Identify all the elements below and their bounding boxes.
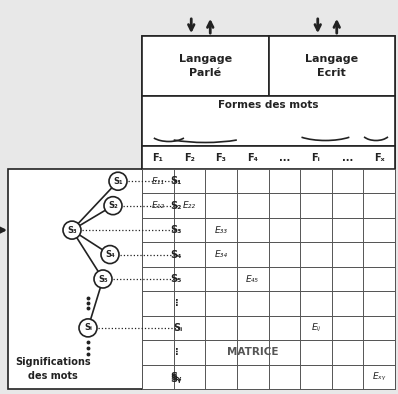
Text: S₂: S₂ <box>108 201 118 210</box>
Bar <box>142 36 269 96</box>
Text: E₃₃: E₃₃ <box>215 226 228 234</box>
Text: Sᵧ: Sᵧ <box>171 374 182 384</box>
Text: ...: ... <box>342 152 353 162</box>
Circle shape <box>94 270 112 288</box>
Text: Eᵢⱼ: Eᵢⱼ <box>312 323 320 333</box>
Text: F₁: F₁ <box>152 152 163 162</box>
Circle shape <box>79 319 97 337</box>
Text: Sᵢ: Sᵢ <box>84 323 92 333</box>
Bar <box>142 291 395 316</box>
Bar <box>142 36 395 389</box>
Circle shape <box>63 221 81 239</box>
Text: Sᵧ: Sᵧ <box>171 372 182 382</box>
Text: S₄: S₄ <box>171 249 182 260</box>
Text: S₁: S₁ <box>113 177 123 186</box>
Bar <box>142 316 395 340</box>
Text: E₄₅: E₄₅ <box>246 275 259 284</box>
Text: Sᵢ: Sᵢ <box>173 323 182 333</box>
Text: E₃₄: E₃₄ <box>215 250 228 259</box>
Text: S₂: S₂ <box>171 201 182 211</box>
Bar <box>142 340 395 364</box>
Bar <box>142 169 395 193</box>
Text: S₃: S₃ <box>171 225 182 235</box>
Text: S₅: S₅ <box>171 274 182 284</box>
Text: Fᵢ: Fᵢ <box>312 152 320 162</box>
Bar <box>142 364 395 389</box>
Text: S₁: S₁ <box>171 176 182 186</box>
Text: Langage
Parlé: Langage Parlé <box>179 54 232 78</box>
Text: Formes des mots: Formes des mots <box>218 100 319 110</box>
Text: ⋮: ⋮ <box>172 348 182 357</box>
Text: ...: ... <box>279 152 290 162</box>
Bar <box>142 242 395 267</box>
Text: F₄: F₄ <box>247 152 258 162</box>
Text: E₁₁: E₁₁ <box>151 177 164 186</box>
Circle shape <box>109 172 127 190</box>
Text: Langage
Ecrit: Langage Ecrit <box>305 54 358 78</box>
Text: S₅: S₅ <box>98 275 108 284</box>
Text: MATRICE: MATRICE <box>227 348 279 357</box>
Text: Eₓᵧ: Eₓᵧ <box>373 372 386 381</box>
Bar <box>142 267 395 291</box>
Bar <box>8 169 185 389</box>
Text: F₃: F₃ <box>216 152 226 162</box>
Text: E₂₂: E₂₂ <box>183 201 196 210</box>
Text: Significations
des mots: Significations des mots <box>15 357 91 381</box>
Text: Fₓ: Fₓ <box>374 152 384 162</box>
Bar <box>142 96 395 146</box>
Text: F₂: F₂ <box>184 152 195 162</box>
Text: S₄: S₄ <box>105 250 115 259</box>
Bar <box>142 193 395 218</box>
Circle shape <box>104 197 122 215</box>
Text: ⋮: ⋮ <box>172 298 182 309</box>
Text: S₃: S₃ <box>67 226 77 234</box>
Bar <box>142 146 395 169</box>
Text: E₁₂: E₁₂ <box>151 201 164 210</box>
Bar <box>142 218 395 242</box>
Bar <box>269 36 395 96</box>
Circle shape <box>101 245 119 264</box>
